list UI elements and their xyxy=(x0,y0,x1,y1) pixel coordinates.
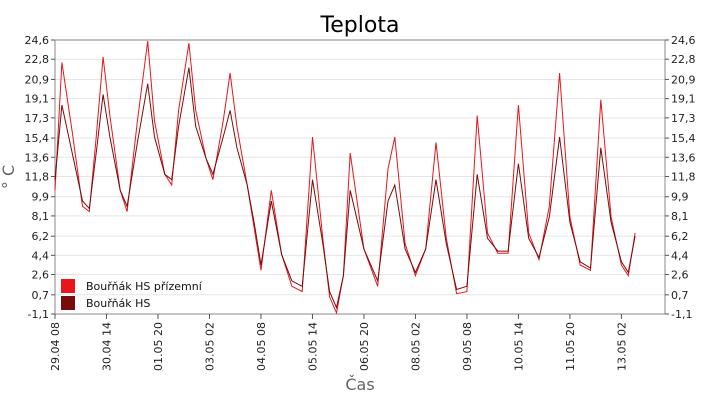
y-tick-label-right: 0,7 xyxy=(671,289,689,302)
x-tick-label: 08.05 02 xyxy=(409,322,422,371)
y-axis-title: ° C xyxy=(0,165,18,189)
y-tick-label-left: 22,8 xyxy=(25,53,50,66)
series-line-bournak-hs xyxy=(54,67,636,310)
y-tick-label-right: 11,8 xyxy=(671,170,696,183)
x-tick-label: 05.05 14 xyxy=(306,322,319,371)
y-tick-label-right: 6,2 xyxy=(671,230,689,243)
y-tick-label-right: 8,1 xyxy=(671,210,689,223)
series-line-bournak-hs-prizemni xyxy=(54,41,636,315)
y-tick-label-left: 2,6 xyxy=(32,269,50,282)
chart-title: Teplota xyxy=(320,13,400,38)
x-tick-label: 30.04 14 xyxy=(100,322,113,371)
legend-label: Bouřňák HS přízemní xyxy=(86,280,203,293)
y-tick-label-left: -1,1 xyxy=(28,308,49,321)
y-tick-label-right: 2,6 xyxy=(671,269,689,282)
y-tick-label-right: 9,9 xyxy=(671,191,689,204)
plot-area-frame xyxy=(54,39,666,315)
x-tick-label: 06.05 20 xyxy=(358,322,371,371)
y-tick-label-right: 17,3 xyxy=(671,112,696,125)
legend-swatch xyxy=(61,296,75,310)
x-tick-label: 13.05 02 xyxy=(615,322,628,371)
x-axis-ticks: 29.04 08 30.04 14 01.05 20 03.05 02 04.05 08… xyxy=(49,314,628,371)
y-tick-label-left: 13,6 xyxy=(25,151,50,164)
y-tick-label-right: 15,4 xyxy=(671,132,696,145)
y-tick-label-left: 24,6 xyxy=(25,34,50,47)
y-tick-label-left: 6,2 xyxy=(32,230,50,243)
legend: Bouřňák HS přízemní Bouřňák HS xyxy=(61,279,203,310)
x-tick-label: 03.05 02 xyxy=(203,322,216,371)
x-tick-label: 09.05 08 xyxy=(461,322,474,371)
x-tick-label: 29.04 08 xyxy=(49,322,62,371)
x-tick-label: 01.05 20 xyxy=(152,322,165,371)
y-tick-label-right: 13,6 xyxy=(671,151,696,164)
y-tick-label-left: 4,4 xyxy=(32,249,50,262)
x-tick-label: 10.05 14 xyxy=(512,322,525,371)
y-tick-label-right: 20,9 xyxy=(671,73,696,86)
y-tick-label-left: 8,1 xyxy=(32,210,50,223)
y-tick-label-left: 15,4 xyxy=(25,132,50,145)
y-tick-label-left: 0,7 xyxy=(32,289,50,302)
legend-swatch xyxy=(61,279,75,293)
y-tick-label-right: 19,1 xyxy=(671,93,696,106)
y-tick-label-left: 19,1 xyxy=(25,93,50,106)
x-tick-label: 04.05 08 xyxy=(255,322,268,371)
y-tick-label-left: 20,9 xyxy=(25,73,50,86)
y-axis-left-ticks: -1,1 0,7 2,6 4,4 6,2 8,1 9,9 11,8 13,6 15,4 17,3 19… xyxy=(25,34,55,321)
x-axis-title: Čas xyxy=(345,375,374,394)
legend-label: Bouřňák HS xyxy=(86,297,150,310)
y-axis-right-ticks: -1,1 0,7 2,6 4,4 6,2 8,1 9,9 11,8 13,6 15,4 17,3 19… xyxy=(665,34,696,321)
gridlines xyxy=(55,39,665,315)
y-tick-label-left: 11,8 xyxy=(25,170,50,183)
y-tick-label-left: 17,3 xyxy=(25,112,50,125)
series-lines xyxy=(54,41,636,315)
y-tick-label-left: 9,9 xyxy=(32,191,50,204)
x-tick-label: 11.05 20 xyxy=(564,322,577,371)
y-tick-label-right: 4,4 xyxy=(671,249,689,262)
y-tick-label-right: 24,6 xyxy=(671,34,696,47)
y-tick-label-right: -1,1 xyxy=(671,308,692,321)
y-tick-label-right: 22,8 xyxy=(671,53,696,66)
